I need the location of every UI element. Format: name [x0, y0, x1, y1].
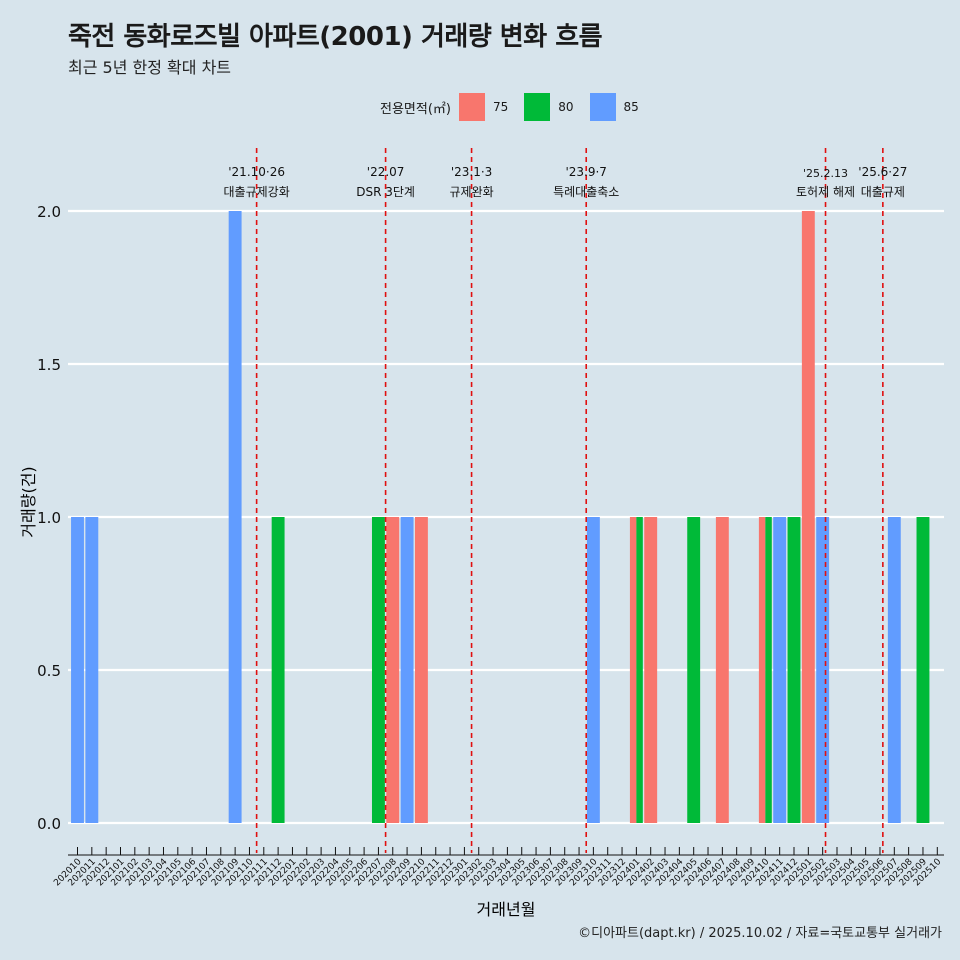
- event-label-3: 특례대출축소: [553, 185, 619, 199]
- event-label-4: 토허제 해제: [796, 185, 855, 199]
- legend: 전용면적(㎡) 75 80 85: [380, 93, 655, 121]
- bar-202407-75: [715, 517, 729, 823]
- bar-202507-85: [887, 517, 901, 823]
- y-tick-label: 0.0: [37, 815, 61, 833]
- bar-202109-85: [228, 211, 242, 823]
- legend-label-80: 80: [558, 100, 574, 114]
- legend-swatch-80: [524, 93, 551, 121]
- bar-202210-75: [414, 517, 428, 823]
- event-date-4: '25.2.13: [803, 167, 848, 180]
- x-axis: 2020102020112020122021012021022021032021…: [52, 847, 944, 888]
- chart-subtitle: 최근 5년 한정 확대 차트: [68, 58, 232, 77]
- bar-202411-85: [773, 517, 787, 823]
- y-axis-title: 거래량(건): [19, 466, 38, 537]
- event-date-1: '22.07: [367, 165, 405, 179]
- legend-swatch-85: [589, 93, 616, 121]
- bar-202501-75: [801, 211, 815, 823]
- bar-202401-75: [629, 517, 637, 823]
- event-label-1: DSR 3단계: [356, 185, 415, 199]
- legend-item-75: 75: [458, 93, 518, 121]
- event-annotations: '21.10·26 대출규제강화 '22.07 DSR 3단계 '23.1·3 규제완화 '…: [224, 165, 908, 199]
- legend-item-80: 80: [524, 93, 583, 121]
- y-axis: 0.0 0.5 1.0 1.5 2.0: [37, 203, 61, 833]
- legend-label-75: 75: [492, 100, 509, 114]
- bar-202509-80: [916, 517, 930, 823]
- bar-202401-80: [636, 517, 643, 823]
- event-label-5: 대출규제: [861, 185, 905, 199]
- x-axis-title: 거래년월: [477, 900, 536, 919]
- y-tick-label: 1.5: [37, 356, 61, 374]
- bar-202502-85: [816, 517, 830, 823]
- bar-202207-80: [371, 517, 385, 823]
- bar-202410-75: [758, 517, 766, 823]
- event-date-3: '23.9·7: [565, 165, 606, 179]
- source-caption: ©디아파트(dapt.kr) / 2025.10.02 / 자료=국토교통부 실…: [578, 926, 942, 941]
- y-tick-label: 2.0: [37, 203, 61, 221]
- event-date-2: '23.1·3: [451, 165, 492, 179]
- bar-202112-80: [271, 517, 285, 823]
- legend-title: 전용면적(㎡): [380, 101, 451, 117]
- event-date-0: '21.10·26: [228, 165, 285, 179]
- chart-title: 죽전 동화로즈빌 아파트(2001) 거래량 변화 흐름: [68, 22, 603, 52]
- bar-202405-80: [687, 517, 701, 823]
- bar-202412-80: [787, 517, 801, 823]
- bars: [71, 211, 930, 823]
- y-tick-label: 1.0: [37, 509, 61, 527]
- bar-202011-85: [85, 517, 99, 823]
- event-lines: [255, 148, 884, 853]
- y-tick-label: 0.5: [37, 662, 61, 680]
- bar-202310-85: [586, 517, 600, 823]
- event-label-2: 규제완화: [449, 185, 493, 199]
- event-label-0: 대출규제강화: [224, 185, 290, 199]
- legend-label-85: 85: [623, 100, 639, 114]
- bar-202410-80: [765, 517, 772, 823]
- bar-202208-75: [386, 517, 400, 823]
- legend-item-85: 85: [589, 93, 649, 121]
- bar-202209-85: [400, 517, 414, 823]
- event-date-5: '25.6·27: [858, 165, 907, 179]
- legend-swatch-75: [458, 93, 485, 121]
- bar-202402-75: [644, 517, 658, 823]
- bar-202010-85: [71, 517, 84, 823]
